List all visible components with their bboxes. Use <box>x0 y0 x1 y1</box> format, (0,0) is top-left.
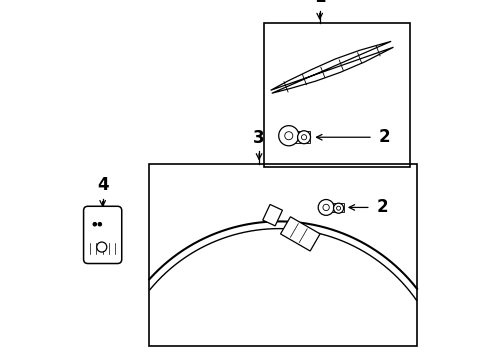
Circle shape <box>301 135 306 140</box>
Circle shape <box>318 199 333 215</box>
Text: 1: 1 <box>313 0 325 6</box>
Text: 4: 4 <box>97 176 108 194</box>
Circle shape <box>297 131 310 144</box>
Circle shape <box>284 132 292 140</box>
Circle shape <box>336 206 340 210</box>
Polygon shape <box>280 217 320 251</box>
Text: 2: 2 <box>375 198 387 216</box>
Circle shape <box>278 126 298 146</box>
Polygon shape <box>270 41 393 93</box>
Bar <box>281 131 309 143</box>
Bar <box>149 164 416 346</box>
Bar <box>264 23 409 167</box>
Text: 3: 3 <box>253 129 264 147</box>
Circle shape <box>93 222 97 226</box>
Text: 2: 2 <box>378 128 389 146</box>
Circle shape <box>333 203 343 213</box>
Circle shape <box>98 222 102 226</box>
Circle shape <box>322 204 328 211</box>
Polygon shape <box>262 204 282 226</box>
Circle shape <box>97 242 106 252</box>
Bar <box>323 203 343 212</box>
FancyBboxPatch shape <box>83 206 122 264</box>
